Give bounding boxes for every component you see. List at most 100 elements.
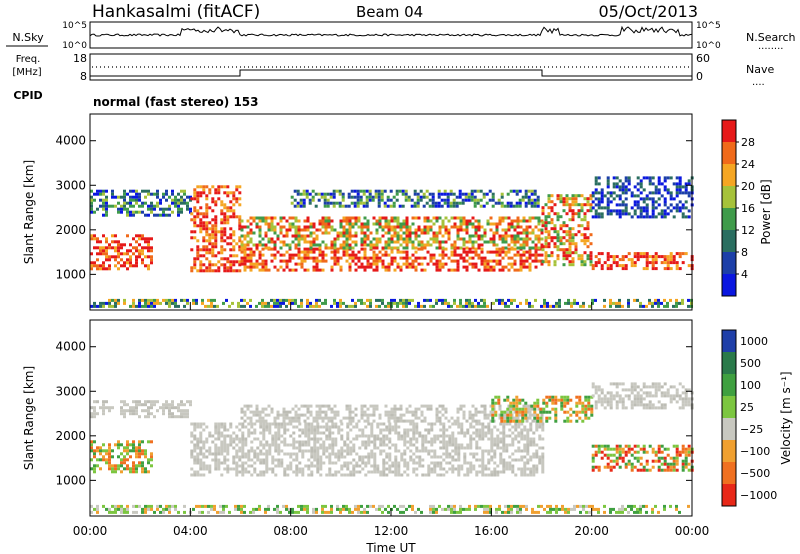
- heatmap-cell: [571, 215, 575, 219]
- heatmap-cell: [235, 254, 239, 258]
- heatmap-cell: [235, 197, 239, 201]
- heatmap-cell: [402, 413, 406, 417]
- heatmap-cell: [534, 246, 538, 250]
- heatmap-cell: [472, 437, 476, 441]
- heatmap-cell: [264, 231, 268, 235]
- heatmap-cell: [93, 470, 96, 474]
- heatmap-cell: [229, 434, 233, 438]
- heatmap-cell: [582, 301, 585, 305]
- heatmap-cell: [205, 230, 209, 234]
- heatmap-cell: [474, 298, 477, 302]
- heatmap-cell: [411, 265, 415, 269]
- heatmap-cell: [346, 437, 350, 441]
- heatmap-cell: [663, 261, 667, 265]
- heatmap-cell: [645, 215, 649, 219]
- heatmap-cell: [409, 440, 413, 444]
- heatmap-cell: [370, 452, 374, 456]
- heatmap-cell: [303, 413, 307, 417]
- heatmap-cell: [129, 255, 132, 259]
- heatmap-cell: [372, 253, 376, 257]
- heatmap-cell: [420, 419, 424, 423]
- heatmap-cell: [372, 256, 376, 260]
- heatmap-cell: [495, 298, 498, 302]
- heatmap-cell: [217, 458, 221, 462]
- heatmap-cell: [286, 467, 290, 471]
- heatmap-cell: [96, 412, 99, 416]
- heatmap-cell: [312, 416, 316, 420]
- heatmap-cell: [396, 225, 400, 229]
- heatmap-cell: [521, 419, 525, 423]
- heatmap-cell: [249, 256, 253, 260]
- colorbar-tick-label: 24: [741, 158, 755, 171]
- heatmap-cell: [102, 207, 105, 211]
- heatmap-cell: [264, 510, 267, 514]
- heatmap-cell: [259, 443, 263, 447]
- heatmap-cell: [486, 510, 489, 514]
- heatmap-cell: [609, 298, 612, 302]
- heatmap-cell: [366, 225, 370, 229]
- heatmap-cell: [403, 458, 407, 462]
- heatmap-cell: [285, 304, 288, 308]
- heatmap-cell: [292, 452, 296, 456]
- heatmap-cell: [241, 434, 245, 438]
- heatmap-cell: [490, 443, 494, 447]
- heatmap-cell: [250, 440, 254, 444]
- heatmap-cell: [477, 246, 481, 250]
- heatmap-cell: [496, 428, 500, 432]
- heatmap-cell: [345, 228, 349, 232]
- heatmap-cell: [487, 422, 491, 426]
- heatmap-cell: [357, 225, 361, 229]
- heatmap-cell: [193, 209, 197, 213]
- heatmap-cell: [340, 437, 344, 441]
- heatmap-cell: [93, 409, 96, 413]
- heatmap-cell: [294, 301, 297, 305]
- heatmap-cell: [642, 197, 646, 201]
- heatmap-cell: [253, 431, 257, 435]
- heatmap-cell: [255, 407, 259, 411]
- heatmap-cell: [591, 206, 595, 210]
- heatmap-cell: [419, 198, 423, 202]
- heatmap-cell: [311, 195, 315, 199]
- heatmap-cell: [400, 434, 404, 438]
- heatmap-cell: [621, 510, 624, 514]
- heatmap-cell: [306, 510, 309, 514]
- heatmap-cell: [90, 415, 93, 419]
- heatmap-cell: [216, 510, 219, 514]
- heatmap-cell: [528, 237, 532, 241]
- heatmap-cell: [273, 240, 277, 244]
- heatmap-cell: [262, 431, 266, 435]
- heatmap-cell: [238, 236, 242, 240]
- heatmap-cell: [238, 227, 242, 231]
- heatmap-cell: [223, 239, 227, 243]
- heatmap-cell: [384, 268, 388, 272]
- heatmap-cell: [357, 298, 360, 302]
- heatmap-cell: [214, 221, 218, 225]
- heatmap-cell: [526, 443, 530, 447]
- heatmap-cell: [238, 215, 242, 219]
- heatmap-cell: [351, 222, 355, 226]
- heatmap-cell: [249, 416, 253, 420]
- heatmap-cell: [621, 507, 624, 511]
- heatmap-cell: [534, 298, 537, 302]
- heatmap-cell: [393, 225, 397, 229]
- heatmap-cell: [450, 250, 454, 254]
- heatmap-cell: [399, 268, 403, 272]
- heatmap-cell: [114, 240, 117, 244]
- heatmap-cell: [214, 263, 218, 267]
- heatmap-cell: [222, 507, 225, 511]
- heatmap-cell: [375, 507, 378, 511]
- heatmap-cell: [354, 256, 358, 260]
- heatmap-cell: [618, 212, 622, 216]
- heatmap-cell: [396, 216, 400, 220]
- heatmap-cell: [235, 437, 239, 441]
- heatmap-cell: [111, 510, 114, 514]
- heatmap-cell: [397, 431, 401, 435]
- heatmap-cell: [564, 510, 567, 514]
- heatmap-cell: [362, 189, 366, 193]
- heatmap-cell: [99, 304, 102, 308]
- heatmap-cell: [388, 431, 392, 435]
- heatmap-cell: [111, 449, 114, 453]
- heatmap-cell: [663, 176, 667, 180]
- heatmap-cell: [238, 440, 242, 444]
- heatmap-cell: [421, 446, 425, 450]
